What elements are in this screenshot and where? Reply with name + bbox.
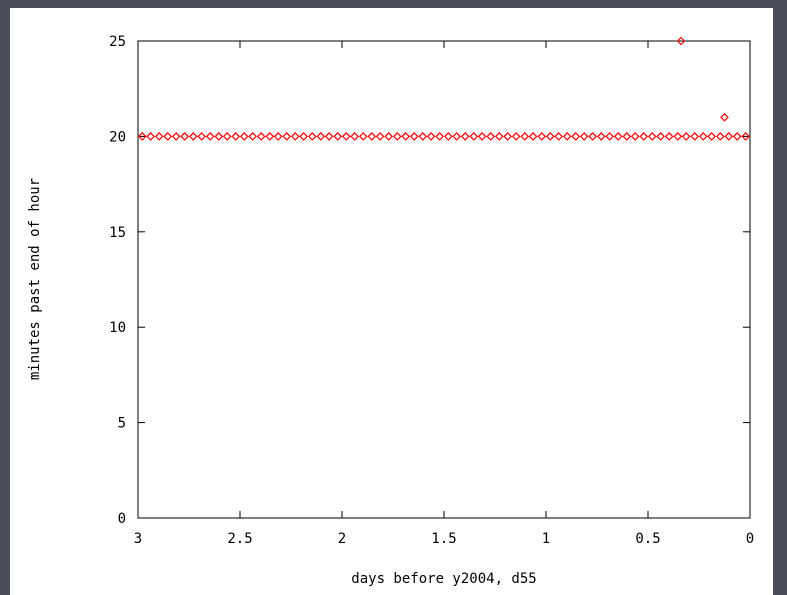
data-point [188,132,198,141]
data-point [720,112,729,122]
data-point [732,132,742,141]
y-axis: 0 5 10 15 20 25 [109,34,750,527]
data-point [324,132,334,141]
data-point [316,132,326,141]
data-point [469,132,479,141]
data-point [401,132,410,141]
plot-border [137,40,751,519]
data-point [681,132,691,141]
x-tick-label: 1.5 [431,531,456,547]
data-point [715,132,725,141]
data-point [588,132,598,141]
data-point [256,132,266,141]
x-axis: 3 2.5 2 1.5 1 0.5 0 [134,41,754,547]
data-point [724,132,734,141]
data-point [265,132,275,141]
data-point [571,132,581,141]
data-point [503,132,512,141]
y-axis-label: minutes past end of hour [27,178,43,380]
data-point [647,132,657,141]
y-tick-label: 5 [118,416,126,432]
data-point [562,132,572,141]
data-point [273,132,283,141]
data-point [299,132,308,141]
data-point [375,132,385,141]
y-tick-label: 15 [109,225,126,241]
data-point [707,132,716,141]
data-point [673,132,683,141]
x-axis-label: days before y2004, d55 [351,571,536,587]
data-point [384,132,394,141]
data-point [494,132,504,141]
data-point [435,132,445,141]
data-point [605,132,614,141]
data-point [409,132,419,141]
data-point [520,132,530,141]
y-tick-label: 10 [109,320,126,336]
data-point [197,132,206,141]
y-tick-label: 20 [109,129,126,145]
data-point [452,132,461,141]
plot-area [137,40,751,519]
data-point [486,132,496,141]
data-point [205,132,215,141]
data-point [146,132,155,141]
x-tick-label: 3 [134,531,142,547]
data-series [137,36,751,141]
x-tick-label: 2.5 [227,531,252,547]
x-tick-label: 0.5 [635,531,660,547]
data-point [537,132,547,141]
data-point [698,132,708,141]
data-point [341,132,351,141]
data-point [596,132,606,141]
data-point [307,132,317,141]
data-point [358,132,368,141]
data-point [222,132,232,141]
data-point [137,132,147,141]
data-point [333,132,343,141]
x-tick-label: 2 [338,531,346,547]
data-point [613,132,623,141]
data-point [154,132,164,141]
data-point [367,132,377,141]
data-point [554,132,563,141]
data-point [664,132,674,141]
data-point [545,132,555,141]
x-tick-label: 1 [542,531,550,547]
data-point [214,132,224,141]
data-point [248,132,257,141]
data-point [171,132,181,141]
data-point [630,132,640,141]
data-point [676,36,686,46]
data-point [690,132,700,141]
data-point [460,132,470,141]
data-point [426,132,436,141]
data-point [639,132,649,141]
y-tick-label: 0 [118,511,126,527]
data-point [741,132,751,141]
data-point [528,132,538,141]
data-point [290,132,300,141]
x-tick-label: 0 [746,531,754,547]
y-tick-label: 25 [109,34,126,50]
data-point [282,132,292,141]
data-point [418,132,428,141]
data-point [392,132,402,141]
data-point [622,132,632,141]
data-point [180,132,190,141]
scatter-chart: 3 2.5 2 1.5 1 0.5 0 0 5 10 15 20 25 days before y20… [27,34,754,587]
data-point [477,132,487,141]
data-point [511,132,521,141]
chart-panel: 3 2.5 2 1.5 1 0.5 0 0 5 10 15 20 25 days before y20… [10,8,773,595]
data-point [231,132,241,141]
data-point [656,132,665,141]
data-point [443,132,453,141]
data-point [239,132,249,141]
data-point [579,132,589,141]
data-point [350,132,359,141]
data-point [163,132,173,141]
